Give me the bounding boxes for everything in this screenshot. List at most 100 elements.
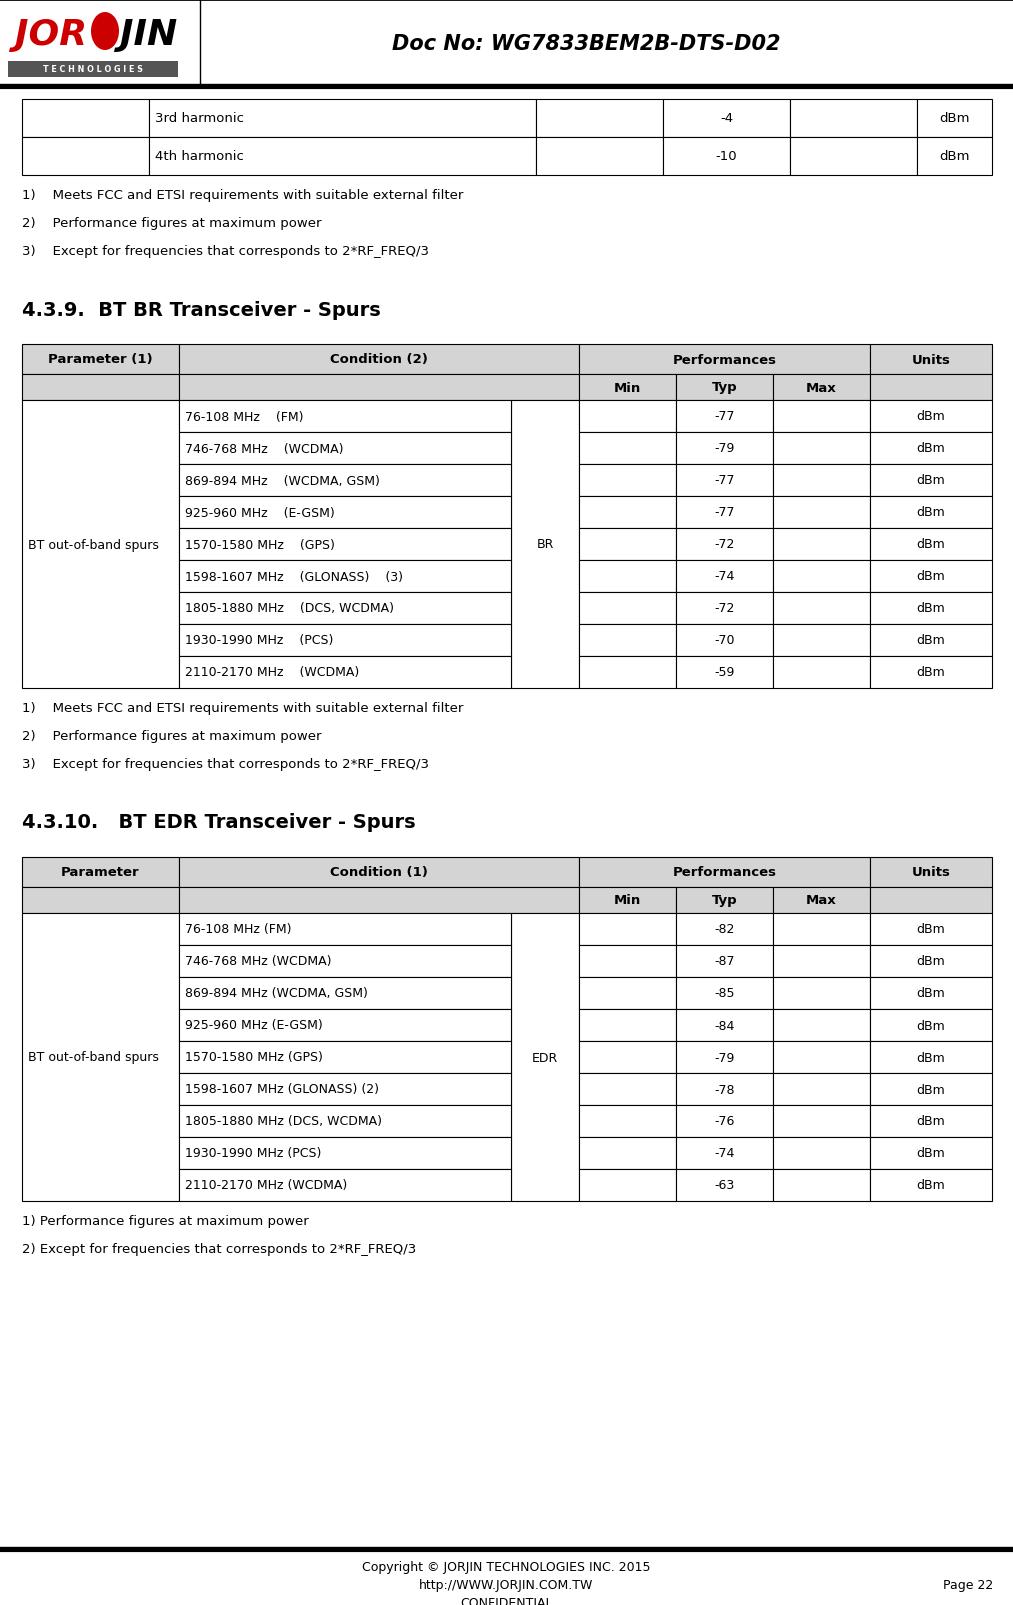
Bar (870, 624, 992, 656)
Text: CONFIDENTIAL: CONFIDENTIAL (460, 1597, 553, 1605)
Bar (579, 465, 676, 496)
Text: -82: -82 (714, 923, 734, 936)
Text: dBm: dBm (917, 955, 945, 968)
Text: dBm: dBm (917, 411, 945, 424)
Text: dBm: dBm (917, 473, 945, 488)
Bar (870, 592, 992, 624)
Bar (773, 977, 870, 1010)
Text: 746-768 MHz (WCDMA): 746-768 MHz (WCDMA) (185, 955, 331, 968)
Bar (579, 592, 676, 624)
Text: BT out-of-band spurs: BT out-of-band spurs (28, 538, 159, 551)
Bar (870, 977, 992, 1010)
Text: Typ: Typ (712, 382, 737, 395)
Text: dBm: dBm (917, 666, 945, 679)
Bar (870, 656, 992, 689)
Bar (870, 374, 992, 401)
Text: dBm: dBm (917, 1115, 945, 1128)
Bar (22, 138, 149, 177)
Text: Page 22: Page 22 (943, 1578, 993, 1592)
Bar (179, 1010, 511, 1042)
Bar (773, 374, 870, 401)
Bar (579, 857, 870, 888)
Bar (676, 888, 773, 913)
Bar (773, 1042, 870, 1074)
Text: 1)    Meets FCC and ETSI requirements with suitable external filter: 1) Meets FCC and ETSI requirements with … (22, 701, 463, 716)
Bar (773, 401, 870, 433)
Text: -10: -10 (716, 151, 737, 164)
Text: Units: Units (912, 867, 950, 880)
Bar (579, 374, 676, 401)
Text: JOR: JOR (15, 18, 87, 51)
Text: dBm: dBm (917, 602, 945, 615)
Bar (179, 945, 511, 977)
Text: -63: -63 (714, 1178, 734, 1193)
Bar (773, 888, 870, 913)
Bar (579, 496, 676, 528)
Bar (870, 433, 992, 465)
Bar (179, 374, 579, 401)
Bar (179, 465, 511, 496)
Ellipse shape (91, 13, 119, 51)
Bar (676, 656, 773, 689)
Bar (179, 624, 511, 656)
Bar (870, 1074, 992, 1106)
Bar (870, 496, 992, 528)
Text: BT out-of-band spurs: BT out-of-band spurs (28, 1051, 159, 1064)
Bar (22, 100, 149, 138)
Bar (870, 1042, 992, 1074)
Bar (676, 1010, 773, 1042)
Bar (22, 345, 179, 374)
Text: -79: -79 (714, 1051, 734, 1064)
Text: BR: BR (536, 538, 554, 551)
Bar (676, 1074, 773, 1106)
Text: dBm: dBm (917, 506, 945, 518)
Text: 1805-1880 MHz (DCS, WCDMA): 1805-1880 MHz (DCS, WCDMA) (185, 1115, 382, 1128)
Bar (773, 913, 870, 945)
Bar (22, 857, 179, 888)
Text: 3rd harmonic: 3rd harmonic (155, 112, 244, 125)
Bar (870, 945, 992, 977)
Text: dBm: dBm (917, 1083, 945, 1096)
Bar (511, 913, 579, 1201)
Bar (790, 100, 917, 138)
Bar (773, 1170, 870, 1201)
Text: Max: Max (806, 382, 837, 395)
Bar (870, 528, 992, 560)
Text: dBm: dBm (939, 151, 969, 164)
Text: -74: -74 (714, 1148, 734, 1160)
Bar (579, 1010, 676, 1042)
Text: Condition (1): Condition (1) (330, 867, 427, 880)
Bar (179, 1042, 511, 1074)
Text: 1930-1990 MHz (PCS): 1930-1990 MHz (PCS) (185, 1148, 321, 1160)
Text: -77: -77 (714, 411, 734, 424)
Text: T E C H N O L O G I E S: T E C H N O L O G I E S (43, 66, 143, 74)
Bar (579, 433, 676, 465)
Bar (663, 138, 790, 177)
Bar (676, 560, 773, 592)
Bar (579, 1042, 676, 1074)
Text: dBm: dBm (917, 1178, 945, 1193)
Bar (773, 1138, 870, 1170)
Bar (579, 1170, 676, 1201)
Text: dBm: dBm (917, 987, 945, 1000)
Text: 2)    Performance figures at maximum power: 2) Performance figures at maximum power (22, 217, 321, 231)
Bar (579, 560, 676, 592)
Bar (676, 496, 773, 528)
Bar (179, 1106, 511, 1138)
Text: Typ: Typ (712, 894, 737, 907)
Text: Performances: Performances (673, 867, 777, 880)
Bar (676, 1170, 773, 1201)
Bar (179, 913, 511, 945)
Bar (870, 560, 992, 592)
Text: Min: Min (614, 382, 641, 395)
Bar (790, 138, 917, 177)
Bar (676, 977, 773, 1010)
Text: dBm: dBm (917, 1019, 945, 1032)
Bar (870, 1138, 992, 1170)
Bar (511, 401, 579, 689)
Bar (676, 1138, 773, 1170)
Bar (870, 1106, 992, 1138)
Bar (917, 138, 992, 177)
Bar (870, 465, 992, 496)
Text: -85: -85 (714, 987, 734, 1000)
